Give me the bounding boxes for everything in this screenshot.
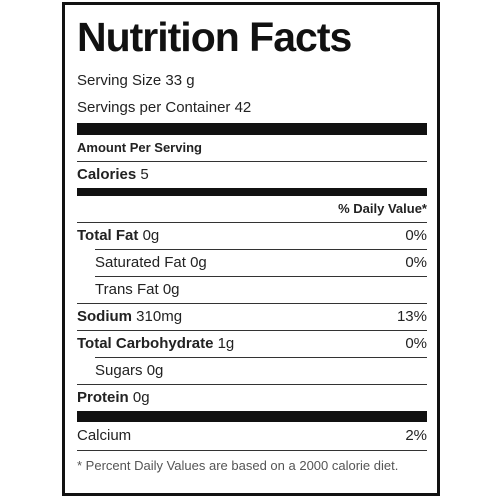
amount-per-serving: Amount Per Serving: [77, 140, 202, 155]
vitamin-dv: 2%: [405, 427, 427, 444]
nutrient-row: Total Fat 0g 0%: [77, 222, 427, 249]
calories-row: Calories 5: [77, 161, 427, 188]
vitamin-row: Calcium 2%: [77, 422, 427, 450]
nutrient-name: Protein: [77, 389, 129, 406]
thick-rule: [77, 411, 427, 422]
servings-per-container: Servings per Container 42: [77, 99, 252, 116]
thick-rule: [77, 123, 427, 135]
dv-header-row: % Daily Value*: [77, 196, 427, 222]
nutrient-row: Trans Fat 0g: [95, 276, 427, 303]
nutrient-text: Sugars 0g: [95, 358, 163, 384]
nutrient-amount: 0g: [146, 362, 164, 379]
nutrient-dv: 0%: [405, 335, 427, 352]
nutrient-name: Saturated Fat: [95, 254, 186, 271]
nutrition-label: Nutrition Facts Serving Size 33 g Servin…: [62, 2, 440, 496]
nutrient-dv: 0%: [405, 227, 427, 244]
nutrient-text: Saturated Fat 0g: [95, 250, 207, 276]
calories-value: 5: [140, 166, 149, 183]
footnote: * Percent Daily Values are based on a 20…: [77, 458, 399, 473]
nutrient-dv: 13%: [396, 308, 427, 325]
nutrient-amount: 0g: [190, 254, 207, 271]
nutrient-text: Trans Fat 0g: [95, 277, 180, 303]
nutrient-amount: 1g: [217, 335, 235, 352]
nutrient-name: Trans Fat: [95, 281, 159, 298]
thick-rule: [77, 188, 427, 196]
nutrient-text: Sodium 310mg: [77, 304, 182, 330]
nutrient-amount: 0g: [162, 281, 180, 298]
nutrient-name: Total Fat: [77, 227, 139, 244]
nutrient-amount: 310mg: [136, 308, 183, 325]
nutrient-row: Protein 0g: [77, 384, 427, 411]
nutrient-text: Total Fat 0g: [77, 223, 159, 249]
calories-label: Calories: [77, 166, 137, 183]
nutrient-row: Sodium 310mg 13%: [77, 303, 427, 330]
nutrient-dv: 0%: [405, 254, 427, 271]
nutrient-row: Saturated Fat 0g 0%: [95, 249, 427, 276]
nutrient-text: Protein 0g: [77, 385, 150, 411]
vitamin-name: Calcium: [77, 427, 132, 444]
serving-size: Serving Size 33 g: [77, 72, 195, 89]
nutrient-name: Sugars: [95, 362, 143, 379]
nutrient-amount: 0g: [142, 227, 160, 244]
nutrient-name: Total Carbohydrate: [77, 335, 214, 352]
title: Nutrition Facts: [77, 14, 352, 60]
nutrient-text: Total Carbohydrate 1g: [77, 331, 234, 357]
nutrient-row: Sugars 0g: [95, 357, 427, 384]
vitamin-list: Calcium 2%: [77, 422, 427, 450]
thin-rule: [77, 450, 427, 451]
nutrient-row: Total Carbohydrate 1g 0%: [77, 330, 427, 357]
nutrient-list: Total Fat 0g 0% Saturated Fat 0g 0% Trans Fa…: [77, 222, 427, 411]
nutrient-name: Sodium: [77, 308, 132, 325]
dv-header: % Daily Value*: [338, 201, 427, 216]
amount-header-row: Amount Per Serving: [77, 135, 427, 161]
nutrient-amount: 0g: [132, 389, 150, 406]
